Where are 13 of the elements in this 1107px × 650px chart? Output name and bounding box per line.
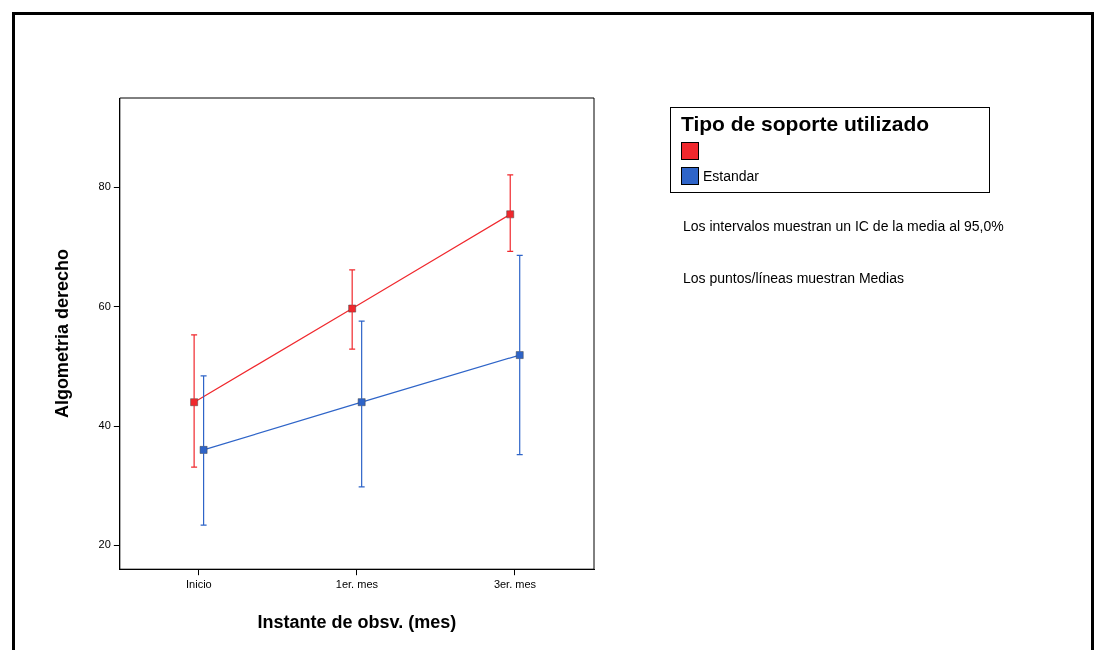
x-tick-label: 3er. mes [493,577,537,590]
text: Los intervalos muestran un IC de la media al 95,0% [683,218,1004,234]
y-tick-label: 80 [98,180,111,193]
legend-title: Tipo de soporte utilizado [681,112,931,136]
y-tick-label: 60 [98,299,111,312]
y-tick-label: 20 [98,538,111,551]
x-axis-title: Instante de obsv. (mes) [257,612,457,633]
legend-label: Estandar [703,167,760,184]
y-tick-label: 40 [98,419,111,432]
x-tick-label: Inicio [186,577,212,590]
y-axis-title: Algometria derecho [51,249,72,419]
x-tick-label: 1er. mes [335,577,379,590]
text: Los puntos/líneas muestran Medias [683,270,905,286]
